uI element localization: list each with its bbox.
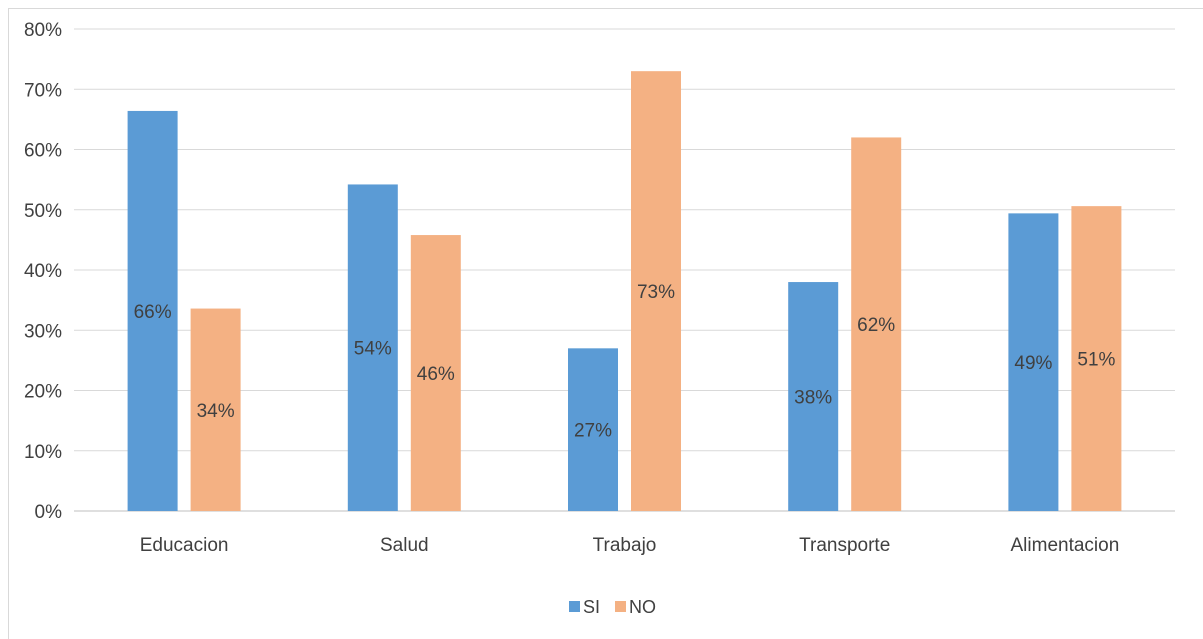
data-label: 51% xyxy=(1077,350,1115,371)
legend-label: NO xyxy=(629,597,656,617)
bar-no-educacion xyxy=(190,308,241,511)
y-tick-label: 20% xyxy=(24,382,62,403)
data-label: 54% xyxy=(354,339,392,360)
y-tick-label: 70% xyxy=(24,80,62,101)
data-label: 66% xyxy=(134,302,172,323)
bar-si-educacion xyxy=(127,110,178,511)
x-tick-label: Alimentacion xyxy=(1011,535,1120,556)
bar-si-alimentacion xyxy=(1008,213,1059,512)
chart-frame xyxy=(8,8,1203,639)
y-tick-label: 40% xyxy=(24,261,62,282)
bar-no-transporte xyxy=(851,137,902,511)
bar-si-salud xyxy=(347,184,398,511)
y-axis-ticks: 0% 10% 20% 30% 40% 50% 60% 70% 80% xyxy=(24,20,62,523)
bars xyxy=(127,71,1122,512)
legend-item-si: SI xyxy=(569,597,600,617)
gridlines xyxy=(74,28,1175,512)
data-label: 73% xyxy=(637,282,675,303)
legend-swatch xyxy=(569,601,580,612)
y-tick-label: 10% xyxy=(24,442,62,463)
legend: SI NO xyxy=(569,597,656,617)
legend-item-no: NO xyxy=(615,597,656,617)
bar-no-alimentacion xyxy=(1071,206,1122,511)
legend-label: SI xyxy=(583,597,600,617)
y-tick-label: 80% xyxy=(24,20,62,41)
bar-no-trabajo xyxy=(631,71,681,512)
data-label: 49% xyxy=(1014,353,1052,374)
data-label: 38% xyxy=(794,388,832,409)
data-label: 62% xyxy=(857,315,895,336)
data-label: 46% xyxy=(417,364,455,385)
bar-no-salud xyxy=(410,235,461,511)
x-axis-ticks: Educacion Salud Trabajo Transporte Alimentac… xyxy=(140,535,1120,556)
bar-si-trabajo xyxy=(568,348,618,511)
data-label: 34% xyxy=(197,401,235,422)
legend-swatch xyxy=(615,601,626,612)
y-tick-label: 60% xyxy=(24,141,62,162)
x-tick-label: Trabajo xyxy=(593,535,657,556)
data-label: 27% xyxy=(574,421,612,442)
y-tick-label: 30% xyxy=(24,321,62,342)
y-tick-label: 0% xyxy=(35,502,63,523)
bar-si-transporte xyxy=(788,282,839,511)
x-tick-label: Transporte xyxy=(799,535,890,556)
x-tick-label: Educacion xyxy=(140,535,229,556)
x-tick-label: Salud xyxy=(380,535,429,556)
y-tick-label: 50% xyxy=(24,201,62,222)
data-labels: 66% 34% 54% 46% 27% 73% 38% 62% 49% 51% xyxy=(134,282,1116,442)
